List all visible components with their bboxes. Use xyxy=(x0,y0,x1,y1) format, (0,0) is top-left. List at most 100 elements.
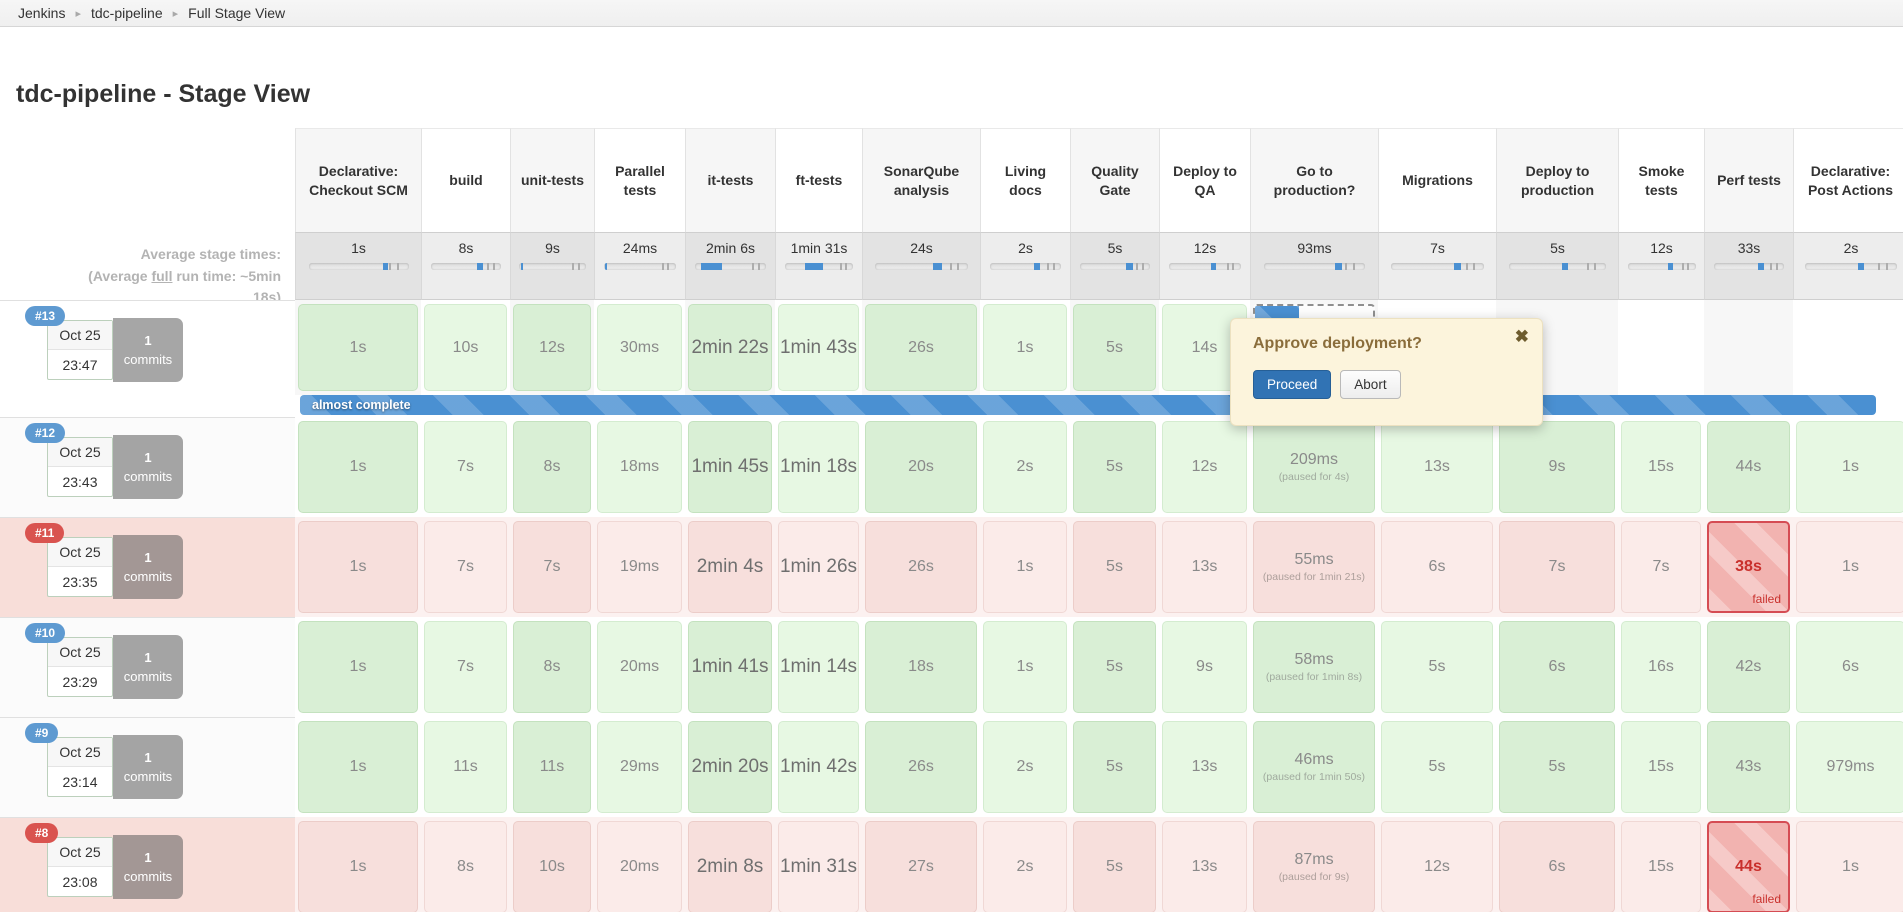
build-commits[interactable]: 1 commits xyxy=(113,635,183,699)
stage-cell[interactable]: 38s failed xyxy=(1707,521,1790,613)
stage-cell[interactable]: 27s xyxy=(865,821,977,912)
stage-cell[interactable]: 43s xyxy=(1707,721,1790,813)
stage-cell[interactable]: 10s xyxy=(513,821,591,912)
stage-cell[interactable]: 8s xyxy=(513,421,591,513)
stage-cell[interactable]: 18s xyxy=(865,621,977,713)
stage-cell[interactable]: 5s xyxy=(1073,421,1156,513)
stage-cell[interactable]: 19ms xyxy=(597,521,682,613)
stage-cell[interactable]: 1min 18s xyxy=(778,421,859,513)
stage-cell[interactable]: 7s xyxy=(513,521,591,613)
stage-cell[interactable]: 15s xyxy=(1621,421,1701,513)
stage-cell[interactable]: 7s xyxy=(424,421,507,513)
build-number-badge[interactable]: #8 xyxy=(25,823,59,843)
stage-cell[interactable]: 1min 45s xyxy=(688,421,772,513)
breadcrumb-item-pipeline[interactable]: tdc-pipeline xyxy=(91,5,163,21)
build-number-badge[interactable]: #13 xyxy=(25,306,66,326)
stage-cell[interactable]: 5s xyxy=(1381,621,1493,713)
stage-cell[interactable]: 6s xyxy=(1499,621,1615,713)
stage-cell[interactable]: 6s xyxy=(1499,821,1615,912)
stage-cell[interactable]: 15s xyxy=(1621,821,1701,912)
stage-cell[interactable]: 18ms xyxy=(597,421,682,513)
stage-cell[interactable]: 20ms xyxy=(597,621,682,713)
stage-cell[interactable]: 8s xyxy=(424,821,507,912)
stage-cell[interactable]: 9s xyxy=(1162,621,1247,713)
stage-cell[interactable]: 209ms (paused for 4s) xyxy=(1253,421,1375,513)
stage-cell[interactable]: 979ms xyxy=(1796,721,1903,813)
stage-cell[interactable]: 12s xyxy=(1381,821,1493,912)
build-datetime[interactable]: Oct 25 23:08 xyxy=(47,837,113,897)
stage-cell[interactable]: 1min 43s xyxy=(778,304,859,391)
build-number-badge[interactable]: #10 xyxy=(25,623,66,643)
stage-cell[interactable]: 1s xyxy=(298,621,418,713)
stage-cell[interactable]: 1min 41s xyxy=(688,621,772,713)
build-commits[interactable]: 1 commits xyxy=(113,435,183,499)
stage-cell[interactable]: 5s xyxy=(1073,521,1156,613)
build-datetime[interactable]: Oct 25 23:47 xyxy=(47,320,113,380)
stage-cell[interactable]: 30ms xyxy=(597,304,682,391)
stage-cell[interactable]: 2min 4s xyxy=(688,521,772,613)
build-number-badge[interactable]: #11 xyxy=(25,523,65,543)
stage-cell[interactable]: 58ms (paused for 1min 8s) xyxy=(1253,621,1375,713)
stage-cell[interactable]: 1s xyxy=(298,821,418,912)
build-datetime[interactable]: Oct 25 23:29 xyxy=(47,637,113,697)
stage-cell[interactable]: 2s xyxy=(983,721,1067,813)
stage-cell[interactable]: 16s xyxy=(1621,621,1701,713)
stage-cell[interactable]: 13s xyxy=(1162,521,1247,613)
stage-cell[interactable]: 1s xyxy=(298,721,418,813)
build-commits[interactable]: 1 commits xyxy=(113,835,183,899)
stage-cell[interactable]: 29ms xyxy=(597,721,682,813)
stage-cell[interactable]: 13s xyxy=(1381,421,1493,513)
stage-cell[interactable]: 5s xyxy=(1073,621,1156,713)
build-datetime[interactable]: Oct 25 23:35 xyxy=(47,537,113,597)
stage-cell[interactable]: 26s xyxy=(865,521,977,613)
stage-cell[interactable]: 26s xyxy=(865,304,977,391)
stage-cell[interactable]: 12s xyxy=(513,304,591,391)
stage-cell[interactable]: 87ms (paused for 9s) xyxy=(1253,821,1375,912)
stage-cell[interactable]: 1s xyxy=(1796,421,1903,513)
stage-cell[interactable]: 5s xyxy=(1381,721,1493,813)
stage-cell[interactable]: 2min 22s xyxy=(688,304,772,391)
stage-cell[interactable]: 7s xyxy=(1621,521,1701,613)
build-commits[interactable]: 1 commits xyxy=(113,735,183,799)
proceed-button[interactable]: Proceed xyxy=(1253,370,1332,399)
stage-cell[interactable]: 7s xyxy=(1499,521,1615,613)
stage-cell[interactable]: 1min 14s xyxy=(778,621,859,713)
abort-button[interactable]: Abort xyxy=(1340,370,1401,399)
build-number-badge[interactable]: #12 xyxy=(25,423,66,443)
stage-cell[interactable]: 8s xyxy=(513,621,591,713)
stage-cell[interactable]: 42s xyxy=(1707,621,1790,713)
build-commits[interactable]: 1 commits xyxy=(113,535,183,599)
stage-cell[interactable]: 7s xyxy=(424,621,507,713)
stage-cell[interactable]: 20s xyxy=(865,421,977,513)
stage-cell[interactable]: 2min 20s xyxy=(688,721,772,813)
build-datetime[interactable]: Oct 25 23:14 xyxy=(47,737,113,797)
stage-cell[interactable]: 1min 31s xyxy=(778,821,859,912)
breadcrumb-item-jenkins[interactable]: Jenkins xyxy=(18,5,66,21)
stage-cell[interactable]: 9s xyxy=(1499,421,1615,513)
stage-cell[interactable]: 5s xyxy=(1073,721,1156,813)
stage-cell[interactable]: 7s xyxy=(424,521,507,613)
stage-cell[interactable]: 12s xyxy=(1162,421,1247,513)
stage-cell[interactable]: 1s xyxy=(1796,521,1903,613)
stage-cell[interactable]: 5s xyxy=(1073,304,1156,391)
stage-cell[interactable]: 1s xyxy=(983,304,1067,391)
stage-cell[interactable]: 55ms (paused for 1min 21s) xyxy=(1253,521,1375,613)
stage-cell[interactable]: 11s xyxy=(424,721,507,813)
stage-cell[interactable]: 1s xyxy=(298,421,418,513)
stage-cell[interactable]: 1s xyxy=(298,304,418,391)
stage-cell[interactable]: 11s xyxy=(513,721,591,813)
stage-cell[interactable]: 1min 42s xyxy=(778,721,859,813)
stage-cell[interactable]: 2min 8s xyxy=(688,821,772,912)
stage-cell[interactable]: 44s failed xyxy=(1707,821,1790,912)
build-datetime[interactable]: Oct 25 23:43 xyxy=(47,437,113,497)
stage-cell[interactable]: 5s xyxy=(1073,821,1156,912)
stage-cell[interactable]: 6s xyxy=(1381,521,1493,613)
stage-cell[interactable]: 10s xyxy=(424,304,507,391)
stage-cell[interactable]: 1s xyxy=(1796,821,1903,912)
stage-cell[interactable]: 15s xyxy=(1621,721,1701,813)
stage-cell[interactable]: 1min 26s xyxy=(778,521,859,613)
stage-cell[interactable]: 1s xyxy=(983,521,1067,613)
stage-cell[interactable]: 5s xyxy=(1499,721,1615,813)
stage-cell[interactable]: 2s xyxy=(983,821,1067,912)
build-commits[interactable]: 1 commits xyxy=(113,318,183,382)
